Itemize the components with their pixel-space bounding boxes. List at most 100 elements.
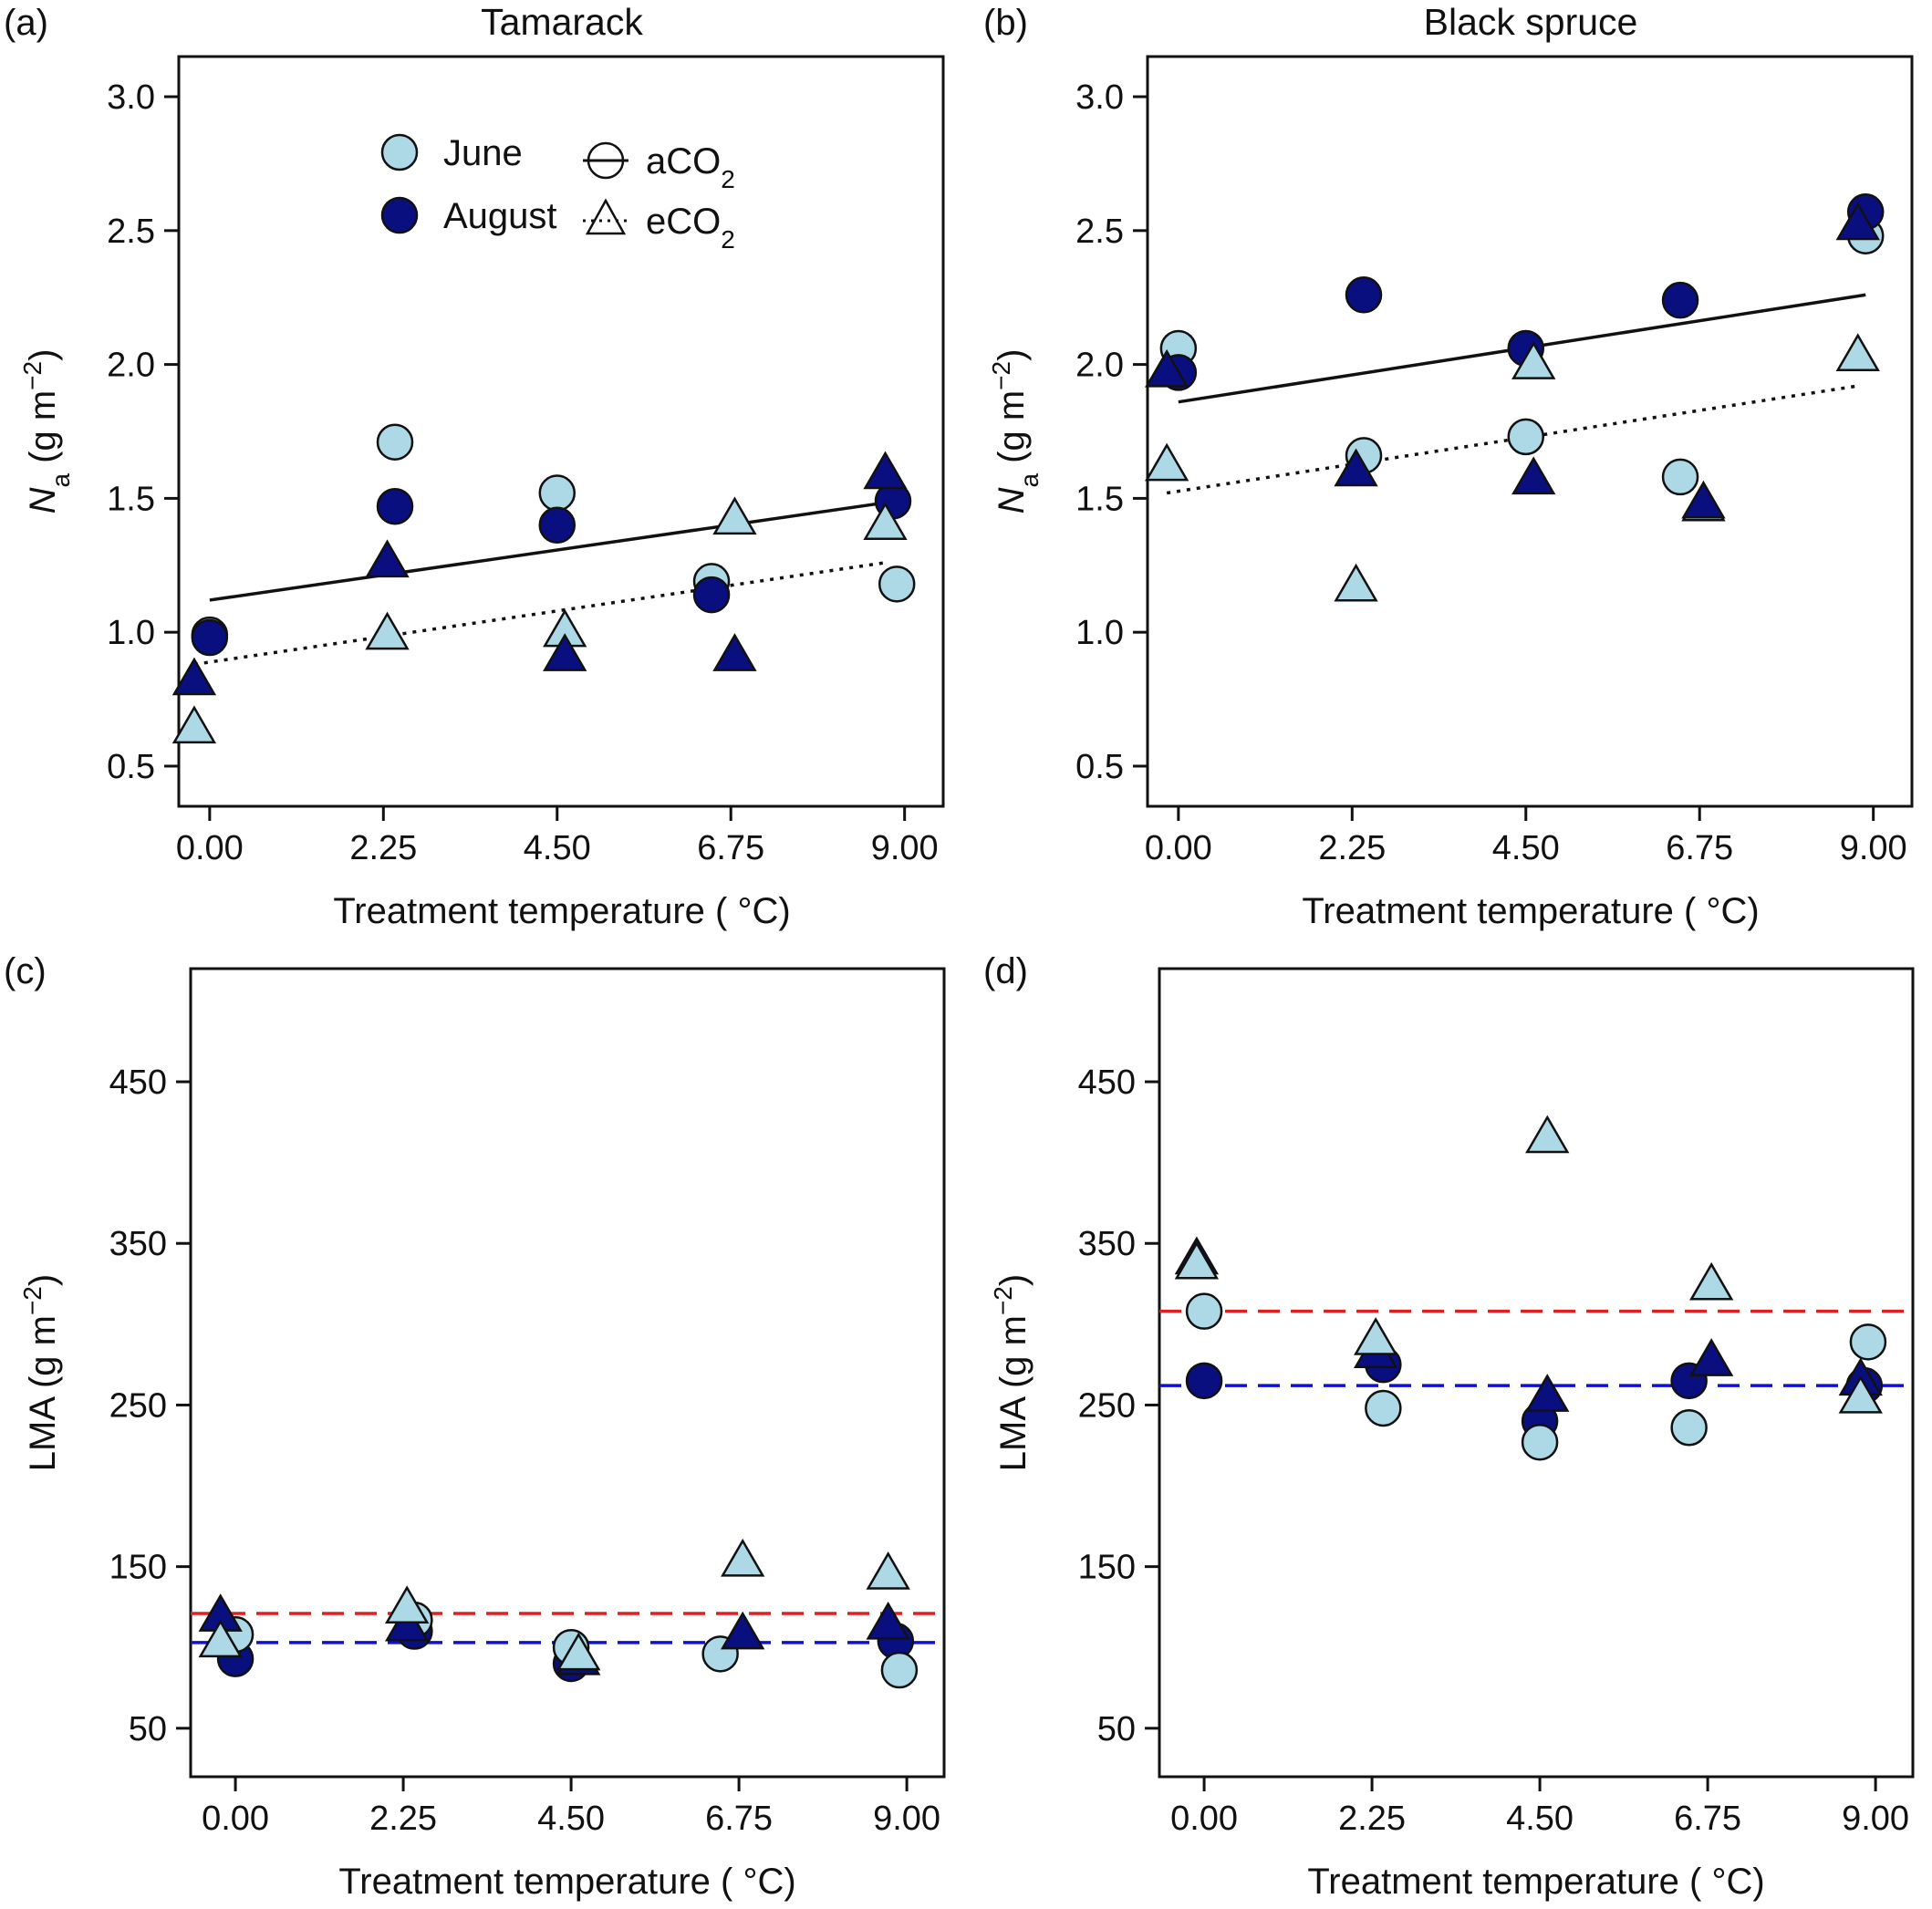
panel-b-fit-lines xyxy=(1166,293,1866,495)
panel-a-y-tick-label: 2.5 xyxy=(107,213,155,251)
panel-b-point-june-eco2 xyxy=(1334,563,1378,602)
panel-a-x-tick-label: 4.50 xyxy=(524,829,591,867)
legend-eco2-label: eCO2 xyxy=(646,202,735,254)
panel-c-x-axis: 0.00 2.25 4.50 6.75 9.00 xyxy=(202,1777,940,1838)
panel-d-plot-frame xyxy=(1158,967,1915,1779)
panel-d-y-tick-label: 250 xyxy=(1078,1386,1136,1425)
panel-c-x-tick-label: 0.00 xyxy=(202,1800,269,1838)
panel-b-point-august-eco2 xyxy=(1835,202,1880,241)
panel-d-y-axis: 50 150 250 350 450 xyxy=(1078,1063,1159,1748)
panel-a-fit-line-eco2 xyxy=(193,561,886,667)
panel-d-point-june-aco2 xyxy=(1670,1408,1708,1447)
panel-a-point-august-eco2 xyxy=(712,633,757,671)
panel-c-x-tick-label: 9.00 xyxy=(873,1800,940,1838)
panel-a-y-label-sup: −2 xyxy=(18,361,47,390)
panel-d-point-june-aco2 xyxy=(1185,1292,1223,1330)
panel-b-y-label: Na (g m−2) xyxy=(987,349,1044,514)
legend-june-marker xyxy=(380,133,419,171)
panel-b-label: (b) xyxy=(983,3,1028,43)
legend-august-label: August xyxy=(443,196,557,236)
panel-a-y-tick-label: 3.0 xyxy=(107,78,155,117)
panel-b-y-tick-label: 2.5 xyxy=(1075,213,1124,251)
panel-a-point-august-eco2 xyxy=(365,539,410,578)
panel-c-y-label-end: ) xyxy=(23,1274,63,1286)
panel-b-y-label-sub: a xyxy=(1015,473,1044,488)
legend-june-label: June xyxy=(443,133,523,173)
panel-c-y-tick-label: 450 xyxy=(109,1063,167,1102)
panel-a-y-tick-label: 0.5 xyxy=(107,748,155,786)
panel-d-point-june-eco2 xyxy=(1525,1115,1570,1154)
panel-c-point-june-aco2 xyxy=(880,1651,919,1689)
panel-b-point-june-eco2 xyxy=(1144,442,1189,482)
panel-a-point-june-aco2 xyxy=(878,565,916,603)
panel-c-plot-frame xyxy=(189,967,946,1779)
panel-b: (b) Black spruce 0.5 1.0 1.5 2.0 2.5 3.0 0.00… xyxy=(983,1,1914,931)
panel-b-x-tick-label: 9.00 xyxy=(1840,829,1907,867)
panel-c-y-tick-label: 250 xyxy=(109,1386,167,1425)
panel-b-y-label-main: N xyxy=(992,487,1032,514)
panel-c-label: (c) xyxy=(4,951,47,991)
panel-d-point-june-eco2 xyxy=(1174,1240,1220,1280)
legend-aco2-label: aCO2 xyxy=(646,141,735,193)
panel-b-y-tick-label: 2.0 xyxy=(1075,347,1124,385)
panel-b-point-august-eco2 xyxy=(1334,448,1378,487)
legend-aco2-sub: 2 xyxy=(721,165,735,193)
panel-a-point-august-aco2 xyxy=(376,487,414,525)
panel-a-point-june-eco2 xyxy=(863,502,908,540)
panel-a-y-tick-label: 1.0 xyxy=(107,614,155,652)
panel-c-x-tick-label: 2.25 xyxy=(369,1800,437,1838)
panel-b-x-label: Treatment temperature ( °C) xyxy=(1302,891,1759,931)
panel-b-point-august-aco2 xyxy=(1345,276,1383,314)
panel-a-x-tick-label: 9.00 xyxy=(871,829,939,867)
panel-d-x-axis: 0.00 2.25 4.50 6.75 9.00 xyxy=(1170,1777,1909,1838)
panel-d-y-label: LMA (g m−2) xyxy=(989,1274,1034,1471)
legend-aco2-marker xyxy=(587,141,625,180)
panel-a-point-august-eco2 xyxy=(863,451,908,490)
panel-a-y-label: Na (g m−2) xyxy=(18,349,75,514)
legend-eco2-marker xyxy=(585,198,627,235)
legend: June August aCO2 eCO2 xyxy=(380,133,735,254)
panel-d-x-tick-label: 4.50 xyxy=(1506,1800,1574,1838)
panel-d-point-august-eco2 xyxy=(1525,1374,1570,1412)
panel-a-point-august-eco2 xyxy=(171,657,217,696)
panel-c-x-label: Treatment temperature ( °C) xyxy=(338,1862,795,1902)
panel-a-y-label-sub: a xyxy=(47,473,75,488)
panel-a-plot-frame xyxy=(177,55,945,808)
panel-b-y-axis: 0.5 1.0 1.5 2.0 2.5 3.0 xyxy=(1075,78,1148,786)
panel-d-point-june-eco2 xyxy=(1838,1375,1883,1414)
panel-a-y-label-main: N xyxy=(23,487,63,514)
panel-b-y-tick-label: 1.5 xyxy=(1075,480,1124,518)
panel-b-y-label-end: ) xyxy=(992,349,1032,361)
legend-eco2-sub: 2 xyxy=(721,225,735,254)
panel-a-y-axis: 0.5 1.0 1.5 2.0 2.5 3.0 xyxy=(107,78,179,786)
panel-c-point-august-eco2 xyxy=(721,1611,765,1650)
panel-b-title: Black spruce xyxy=(1424,1,1638,43)
panel-d-x-tick-label: 6.75 xyxy=(1674,1800,1741,1838)
panel-b-y-tick-label: 0.5 xyxy=(1075,748,1124,786)
panel-d-reference-lines xyxy=(1159,1309,1913,1387)
panel-b-point-june-aco2 xyxy=(1661,458,1699,496)
panel-d-y-label-end: ) xyxy=(993,1274,1034,1286)
panel-b-y-tick-label: 1.0 xyxy=(1075,614,1124,652)
panel-a-x-axis: 0.00 2.25 4.50 6.75 9.00 xyxy=(176,806,939,867)
panel-d-point-august-aco2 xyxy=(1185,1362,1223,1400)
panel-d-y-label-sup: −2 xyxy=(989,1286,1017,1315)
panel-d-y-label-rest: (g m xyxy=(993,1315,1034,1398)
panel-b-x-axis: 0.00 2.25 4.50 6.75 9.00 xyxy=(1145,806,1907,867)
panel-b-y-label-sup: −2 xyxy=(987,361,1015,390)
panel-c-points xyxy=(198,1538,919,1689)
panel-b-y-tick-label: 3.0 xyxy=(1075,78,1124,117)
panel-a-y-tick-label: 1.5 xyxy=(107,480,155,518)
panel-a-label: (a) xyxy=(4,3,48,43)
panel-d-y-tick-label: 150 xyxy=(1078,1549,1136,1587)
panel-c-y-label-main: LMA xyxy=(23,1396,63,1472)
panel-c-y-label-sup: −2 xyxy=(18,1286,47,1315)
panel-c-x-tick-label: 4.50 xyxy=(537,1800,605,1838)
panel-c-y-tick-label: 50 xyxy=(129,1710,167,1748)
panel-b-point-august-eco2 xyxy=(1511,456,1556,495)
panel-b-points xyxy=(1144,193,1885,602)
panel-c-point-june-eco2 xyxy=(866,1551,910,1590)
